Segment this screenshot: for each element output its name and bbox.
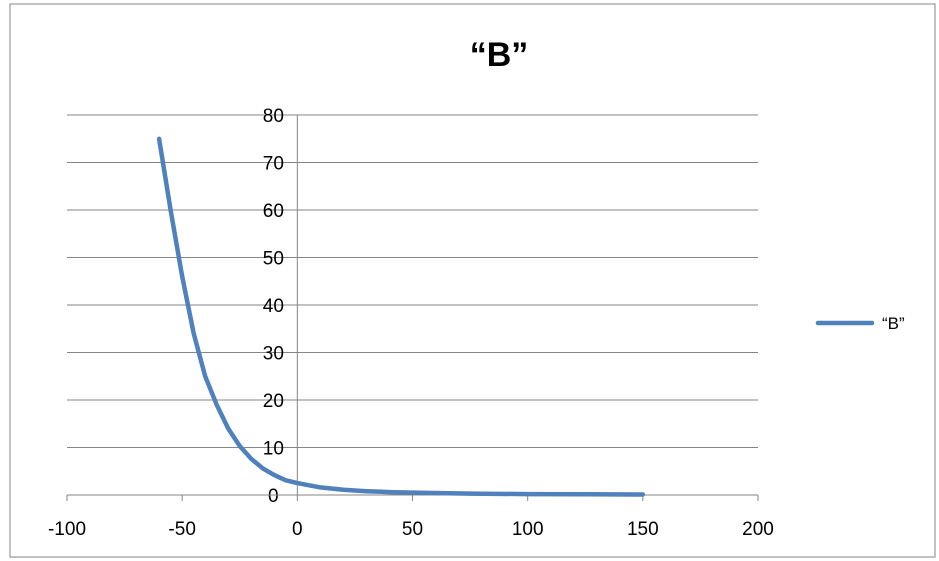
grid-layer xyxy=(67,114,758,496)
y-tick-label: 60 xyxy=(263,201,284,222)
y-tick-label: 10 xyxy=(263,439,284,460)
x-tick-label: -100 xyxy=(48,519,86,540)
y-tick-label: 0 xyxy=(268,486,279,507)
axis-layer: 0 10 20 30 40 50 60 70 80 -100 -50 0 50 100 150 200 xyxy=(48,106,774,540)
y-tick-label: 30 xyxy=(263,344,284,365)
x-tick-label: 0 xyxy=(292,519,303,540)
y-tick-label: 50 xyxy=(263,249,284,270)
series-layer xyxy=(156,136,646,497)
y-tick-label: 70 xyxy=(263,154,284,175)
x-tick-label: 100 xyxy=(512,519,544,540)
legend: “B” xyxy=(815,314,905,333)
x-tick-label: 200 xyxy=(742,519,774,540)
chart-title: “B” xyxy=(470,36,529,74)
x-tick-label: 150 xyxy=(627,519,659,540)
y-tick-label: 40 xyxy=(263,296,284,317)
x-tick-label: 50 xyxy=(402,519,423,540)
x-tick-label: -50 xyxy=(168,519,195,540)
y-tick-label: 80 xyxy=(263,106,284,127)
series-line xyxy=(156,136,646,497)
y-tick-label: 20 xyxy=(263,391,284,412)
legend-label: “B” xyxy=(882,314,905,333)
chart-frame xyxy=(9,3,936,558)
